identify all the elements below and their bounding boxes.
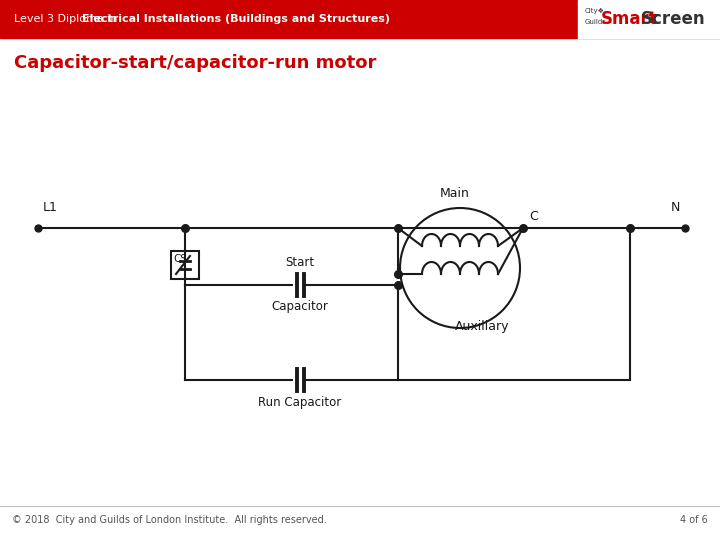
Text: Auxiliary: Auxiliary [455, 320, 509, 333]
Text: Capacitor-start/capacitor-run motor: Capacitor-start/capacitor-run motor [14, 54, 377, 72]
Text: Capacitor: Capacitor [271, 300, 328, 313]
Text: N: N [670, 201, 680, 214]
Text: Screen: Screen [641, 10, 706, 28]
Text: Guilds: Guilds [585, 19, 607, 25]
Text: 4 of 6: 4 of 6 [680, 515, 708, 525]
Text: Level 3 Diploma in: Level 3 Diploma in [14, 14, 121, 24]
Bar [0, 0, 720, 38]
Bar [171, 251, 199, 279]
Text: CS: CS [173, 254, 187, 264]
Bar [578, 0, 720, 38]
Text: City❖: City❖ [585, 8, 605, 14]
Text: L1: L1 [43, 201, 58, 214]
Text: Smart: Smart [601, 10, 658, 28]
Text: C: C [529, 210, 538, 223]
Text: Electrical Installations (Buildings and Structures): Electrical Installations (Buildings and … [82, 14, 390, 24]
Text: Run Capacitor: Run Capacitor [258, 396, 341, 409]
Text: Start: Start [285, 256, 315, 269]
Text: © 2018  City and Guilds of London Institute.  All rights reserved.: © 2018 City and Guilds of London Institu… [12, 515, 327, 525]
Text: Main: Main [440, 187, 470, 200]
